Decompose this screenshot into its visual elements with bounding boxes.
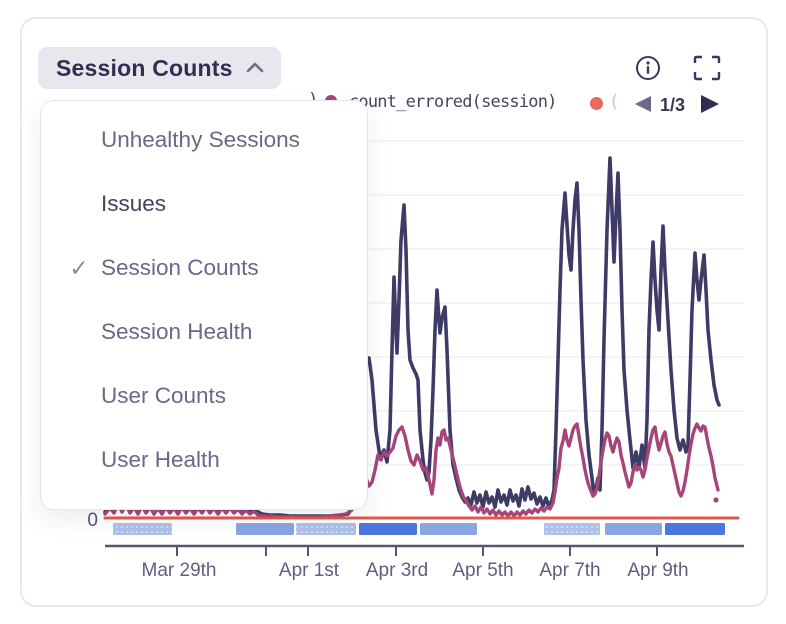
legend-overflow-fragment: ( — [609, 92, 620, 112]
menu-item-session-health[interactable]: Session Health — [41, 300, 367, 364]
menu-item-session-counts[interactable]: ✓ Session Counts — [41, 236, 367, 300]
session-band-segment[interactable] — [113, 523, 172, 535]
checkmark-icon: ✓ — [69, 254, 89, 281]
legend-page-indicator: 1/3 — [660, 95, 686, 115]
menu-item-label: User Counts — [101, 383, 227, 408]
menu-item-label: Unhealthy Sessions — [101, 127, 300, 152]
session-band-segment[interactable] — [236, 523, 294, 535]
page-title: Session Counts — [56, 54, 233, 81]
menu-item-label: Issues — [101, 191, 167, 216]
session-band-segment[interactable] — [296, 523, 356, 535]
x-axis-label: Apr 3rd — [366, 560, 428, 581]
menu-item-label: User Health — [101, 447, 220, 472]
fullscreen-icon[interactable] — [692, 54, 722, 85]
legend-prev-arrow[interactable] — [635, 96, 651, 112]
menu-item-label: Session Counts — [101, 255, 259, 280]
series-end-dot — [713, 497, 719, 503]
y-axis-zero-label: 0 — [87, 510, 98, 531]
x-axis-label: Apr 5th — [452, 560, 513, 581]
info-icon[interactable] — [634, 54, 662, 85]
x-axis-label: Apr 7th — [539, 560, 600, 581]
legend-next-arrow[interactable] — [701, 95, 719, 113]
x-axis-label: Apr 1st — [279, 560, 340, 581]
menu-item-user-health[interactable]: User Health — [41, 428, 367, 492]
legend-dot-red — [590, 97, 603, 110]
session-band-segment[interactable] — [544, 523, 600, 535]
menu-item-user-counts[interactable]: User Counts — [41, 364, 367, 428]
x-axis-label: Mar 29th — [142, 560, 217, 581]
session-band-segment[interactable] — [359, 523, 417, 535]
session-band-segment[interactable] — [605, 523, 662, 535]
menu-item-label: Session Health — [101, 319, 253, 344]
metric-selector-button[interactable]: Session Counts — [38, 47, 281, 89]
session-band-segment[interactable] — [665, 523, 725, 535]
menu-item-unhealthy-sessions[interactable]: Unhealthy Sessions — [41, 108, 367, 172]
x-axis-label: Apr 9th — [627, 560, 688, 581]
metric-dropdown-menu: Unhealthy Sessions Issues ✓ Session Coun… — [40, 100, 368, 510]
menu-item-issues[interactable]: Issues — [41, 172, 367, 236]
session-band-segment[interactable] — [420, 523, 477, 535]
legend-item-count-errored[interactable]: count_errored(session) — [349, 92, 557, 112]
chevron-up-icon — [245, 61, 265, 75]
magenta-series-line — [103, 422, 720, 519]
